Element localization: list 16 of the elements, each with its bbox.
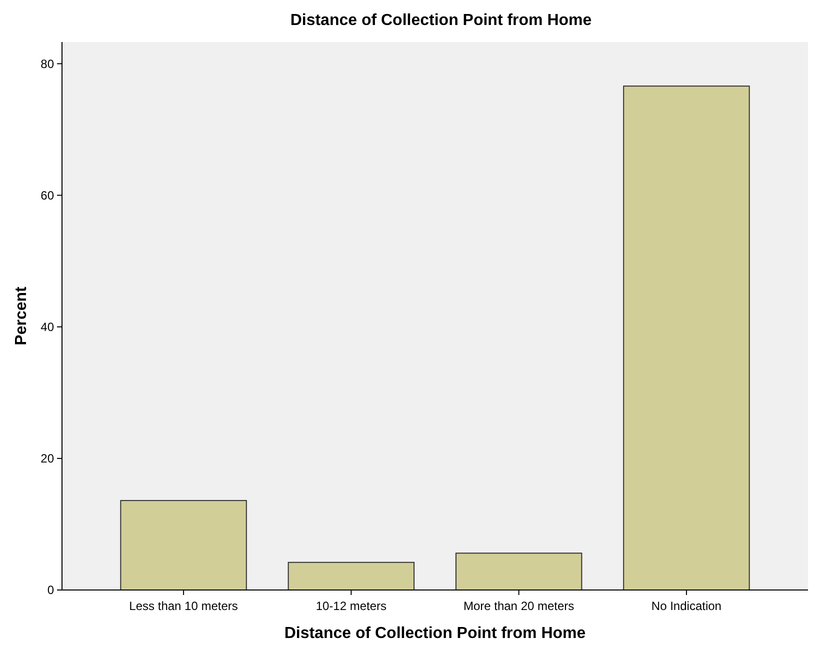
x-tick-label: More than 20 meters bbox=[463, 599, 574, 613]
chart-title: Distance of Collection Point from Home bbox=[290, 12, 592, 29]
bar bbox=[455, 552, 582, 590]
y-tick-label: 0 bbox=[47, 583, 54, 598]
y-tick-label: 40 bbox=[40, 320, 54, 334]
y-axis-title: Percent bbox=[13, 286, 30, 346]
bar bbox=[120, 500, 247, 590]
x-tick-label: Less than 10 meters bbox=[129, 599, 238, 613]
y-tick-label: 80 bbox=[40, 56, 54, 71]
bar bbox=[623, 86, 750, 590]
x-tick-label: No Indication bbox=[651, 599, 722, 613]
y-tick-label: 20 bbox=[40, 452, 54, 466]
x-tick-label: 10-12 meters bbox=[316, 599, 387, 613]
y-tick-label: 60 bbox=[40, 188, 54, 202]
bar bbox=[288, 562, 415, 590]
x-axis-title: Distance of Collection Point from Home bbox=[284, 625, 586, 642]
